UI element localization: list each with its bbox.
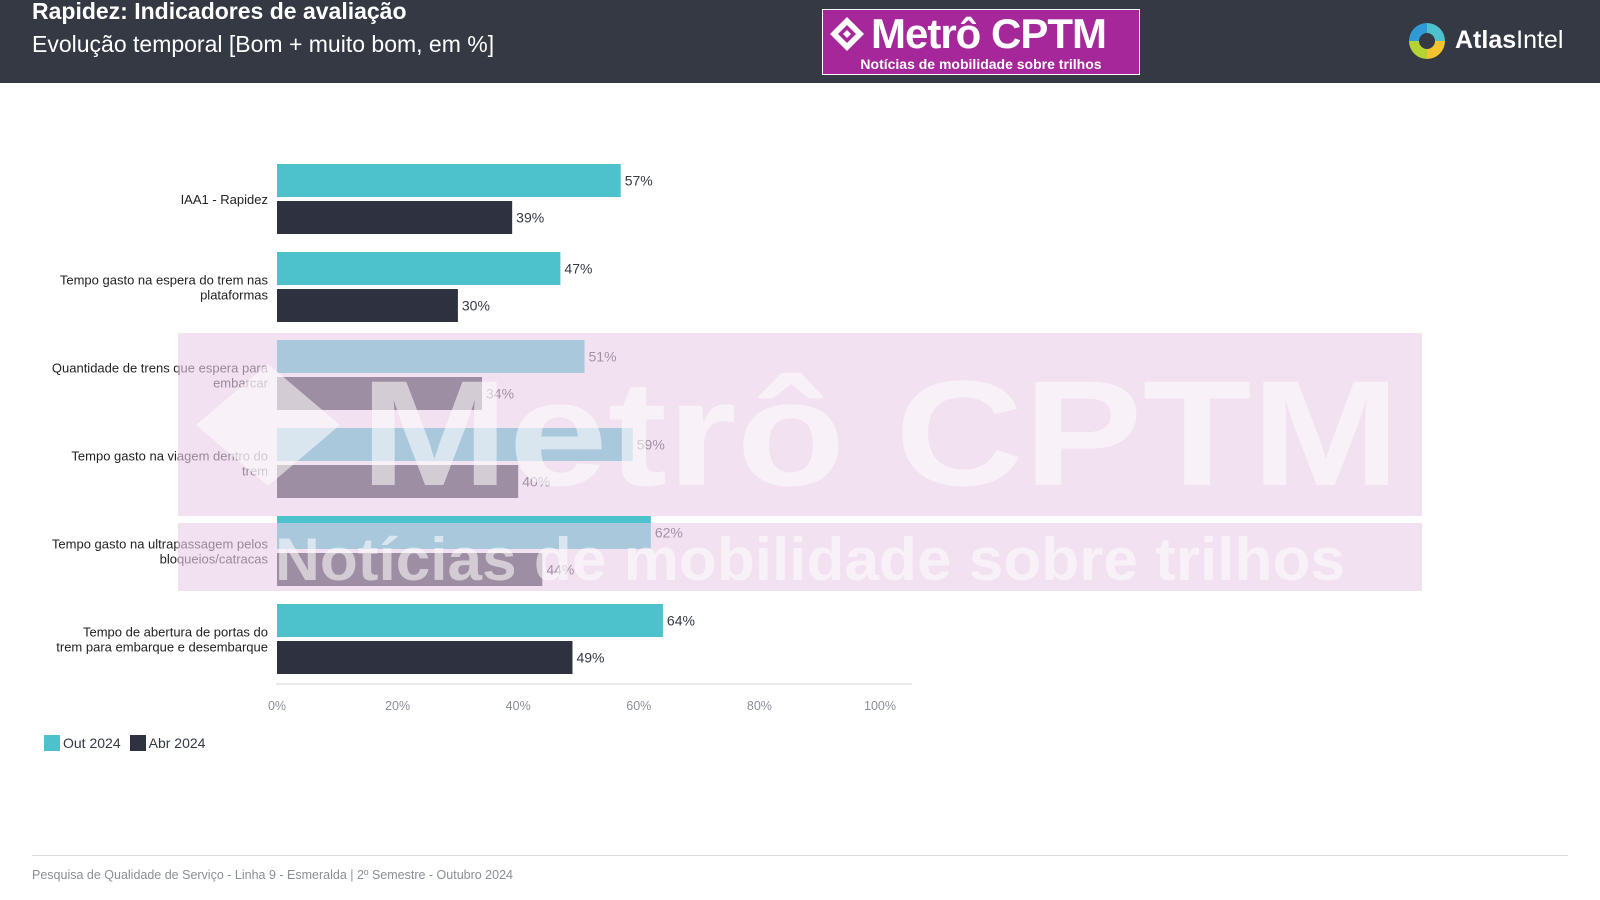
category-label: trem bbox=[242, 464, 268, 479]
bar-out-2024 bbox=[277, 252, 561, 285]
data-label: 49% bbox=[576, 650, 604, 666]
bar-out-2024 bbox=[277, 340, 585, 373]
metro-cptm-diamond-logo-icon bbox=[830, 17, 864, 51]
category-label: Tempo de abertura de portas do bbox=[83, 625, 268, 640]
x-tick-label: 100% bbox=[864, 699, 896, 713]
category-label: embarcar bbox=[213, 376, 269, 391]
bar-abr-2024 bbox=[277, 289, 458, 322]
legend-swatch-abr-2024 bbox=[129, 735, 146, 751]
x-tick-label: 20% bbox=[385, 699, 410, 713]
category-label: plataformas bbox=[200, 288, 268, 303]
bar-abr-2024 bbox=[277, 465, 519, 498]
brand-tagline: Notícias de mobilidade sobre trilhos bbox=[860, 56, 1102, 72]
atlas-name-bold: Atlas bbox=[1455, 26, 1517, 54]
x-tick-label: 40% bbox=[506, 699, 531, 713]
data-label: 30% bbox=[462, 298, 490, 314]
category-label: IAA1 - Rapidez bbox=[181, 192, 268, 207]
atlas-name-light: Intel bbox=[1516, 26, 1564, 54]
atlasintel-logo-icon bbox=[1409, 23, 1445, 59]
legend-item-abr-2024: Abr 2024 bbox=[129, 735, 206, 751]
footer-text: Pesquisa de Qualidade de Serviço - Linha… bbox=[32, 868, 513, 882]
data-label: 40% bbox=[522, 474, 550, 490]
metro-cptm-brand-logo: Metrô CPTM Notícias de mobilidade sobre … bbox=[822, 9, 1140, 75]
bar-out-2024 bbox=[277, 516, 651, 549]
page-subtitle: Evolução temporal [Bom + muito bom, em %… bbox=[32, 31, 495, 57]
data-label: 44% bbox=[546, 562, 574, 578]
data-label: 57% bbox=[625, 173, 653, 189]
bar-out-2024 bbox=[277, 428, 633, 461]
legend-label-out-2024: Out 2024 bbox=[63, 735, 121, 751]
category-label: Tempo gasto na viagem dentro do bbox=[71, 449, 268, 464]
x-tick-label: 0% bbox=[268, 699, 286, 713]
legend-swatch-out-2024 bbox=[44, 735, 60, 751]
data-label: 62% bbox=[655, 525, 683, 541]
bar-abr-2024 bbox=[277, 377, 483, 410]
bar-out-2024 bbox=[277, 164, 621, 197]
bar-abr-2024 bbox=[277, 201, 513, 234]
chart-legend: Out 2024 Abr 2024 bbox=[44, 735, 214, 751]
header-bar: Rapidez: Indicadores de avaliação Evoluç… bbox=[0, 0, 1600, 83]
x-tick-label: 80% bbox=[747, 699, 772, 713]
bar-out-2024 bbox=[277, 604, 663, 637]
page-title: Rapidez: Indicadores de avaliação bbox=[32, 0, 407, 24]
data-label: 51% bbox=[589, 349, 617, 365]
legend-item-out-2024: Out 2024 bbox=[44, 735, 121, 751]
x-tick-label: 60% bbox=[626, 699, 651, 713]
data-label: 47% bbox=[564, 261, 592, 277]
data-label: 64% bbox=[667, 613, 695, 629]
atlasintel-wordmark: AtlasIntel bbox=[1455, 26, 1563, 55]
brand-name: Metrô CPTM bbox=[871, 10, 1107, 57]
category-label: Quantidade de trens que espera para bbox=[52, 361, 269, 376]
footer-divider bbox=[32, 855, 1568, 856]
bar-chart: IAA1 - Rapidez 57% 39% Tempo gasto na esper… bbox=[52, 164, 912, 713]
data-label: 59% bbox=[637, 437, 665, 453]
category-label: trem para embarque e desembarque bbox=[56, 640, 268, 655]
legend-label-abr-2024: Abr 2024 bbox=[148, 735, 206, 751]
data-label: 34% bbox=[486, 386, 514, 402]
bar-abr-2024 bbox=[277, 553, 543, 586]
data-label: 39% bbox=[516, 210, 544, 226]
category-label: Tempo gasto na espera do trem nas bbox=[60, 273, 269, 288]
category-label: bloqueios/catracas bbox=[160, 552, 269, 567]
bar-abr-2024 bbox=[277, 641, 573, 674]
category-label: Tempo gasto na ultrapassagem pelos bbox=[52, 537, 269, 552]
